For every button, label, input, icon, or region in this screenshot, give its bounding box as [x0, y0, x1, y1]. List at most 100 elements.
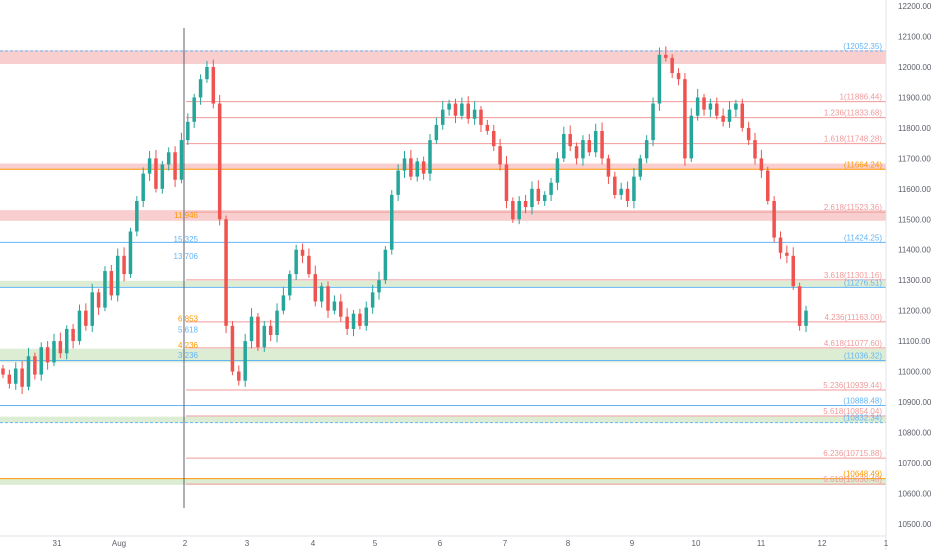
zone-red-2	[0, 210, 886, 221]
candle-body	[708, 103, 713, 110]
candle-body	[746, 127, 751, 141]
zone-green-6	[0, 478, 886, 485]
candle-body	[294, 249, 298, 275]
candle-body	[804, 310, 808, 326]
fib-level-label: 5.236(10939.44)	[823, 381, 882, 390]
candle-body	[243, 341, 247, 381]
price-level-label: (11036.32)	[844, 351, 882, 360]
candle-body	[715, 103, 719, 116]
x-tick-label: 7	[503, 539, 508, 548]
y-tick-label: 11700.00	[898, 154, 931, 163]
aug2-level-label: 4.236	[178, 341, 199, 350]
candle-body	[453, 103, 458, 116]
candle-body	[568, 134, 572, 147]
candle-body	[217, 103, 222, 220]
candle-body	[766, 170, 770, 201]
candle-body	[115, 255, 120, 296]
candle-body	[466, 103, 470, 119]
candle-body	[491, 130, 496, 147]
candle-body	[625, 188, 630, 201]
zone-red-1	[0, 163, 886, 170]
candle-body	[740, 103, 745, 128]
candle-body	[33, 356, 37, 375]
y-tick-label: 11000.00	[898, 368, 931, 377]
candle-body	[555, 158, 560, 183]
aug2-level-label: 3.236	[178, 351, 199, 360]
fib-level-label: 1.236(11833.68)	[824, 109, 882, 118]
price-level-label: (11664.24)	[844, 160, 882, 169]
candle-body	[332, 301, 337, 311]
candle-body	[128, 231, 133, 275]
y-tick-label: 11100.00	[898, 337, 931, 346]
price-level-label: (11424.25)	[844, 233, 882, 242]
x-tick-label: Aug	[112, 539, 126, 548]
candle-body	[103, 271, 107, 308]
candle-body	[632, 176, 636, 201]
x-tick-label: 11	[757, 539, 766, 548]
candle-body	[109, 271, 114, 296]
y-tick-label: 11300.00	[898, 276, 931, 285]
candle-body	[702, 97, 706, 110]
candle-body	[695, 97, 700, 116]
candle-body	[753, 140, 757, 159]
candle-body	[313, 274, 318, 302]
candle-body	[154, 158, 158, 189]
candle-body	[319, 286, 324, 302]
candle-body	[485, 124, 490, 131]
candle-body	[192, 97, 196, 122]
candle-body	[772, 201, 776, 238]
y-tick-label: 12100.00	[898, 33, 932, 42]
candle-body	[135, 201, 139, 232]
candle-body	[64, 328, 69, 354]
candle-body	[249, 316, 254, 342]
fib-level-label: 1(11886.44)	[839, 93, 882, 102]
candle-body	[186, 121, 190, 141]
candle-body	[689, 115, 694, 159]
candle-body	[574, 146, 579, 159]
candle-body	[1, 368, 5, 375]
x-tick-label: 12	[818, 539, 827, 548]
candle-body	[307, 255, 311, 275]
price-level-label: (10832.34)	[843, 414, 882, 423]
candle-body	[530, 188, 534, 208]
fib-level-label: 4.236(11163.00)	[824, 313, 882, 322]
x-tick-label: 5	[373, 539, 378, 548]
candle-body	[542, 194, 547, 201]
y-tick-label: 11200.00	[898, 307, 931, 316]
candle-body	[52, 341, 56, 363]
candle-body	[205, 67, 209, 80]
candle-body	[511, 201, 515, 220]
y-tick-label: 11800.00	[898, 124, 931, 133]
candle-body	[434, 124, 439, 141]
candle-body	[281, 295, 286, 311]
candle-body	[383, 249, 388, 281]
candle-body	[402, 158, 407, 171]
candle-body	[727, 109, 732, 122]
aug2-level-label: 13.706	[174, 252, 199, 261]
candle-body	[498, 146, 502, 165]
candles-layer	[1, 46, 808, 395]
candle-body	[606, 158, 611, 177]
candle-body	[288, 274, 292, 296]
candle-body	[581, 140, 585, 159]
y-tick-label: 11400.00	[898, 246, 931, 255]
candle-body	[517, 201, 521, 220]
candle-body	[415, 161, 419, 177]
price-level-label: (10648.49)	[843, 470, 882, 479]
candle-body	[600, 130, 604, 159]
candle-body	[721, 115, 725, 122]
candle-body	[71, 328, 75, 342]
candle-body	[13, 368, 18, 384]
candle-body	[447, 103, 451, 110]
candle-body	[173, 152, 177, 180]
fib-level-label: 6.236(10715.88)	[823, 449, 882, 458]
y-tick-label: 12200.00	[898, 2, 932, 11]
y-tick-label: 12000.00	[898, 63, 932, 72]
candle-body	[651, 103, 655, 141]
candle-body	[644, 140, 649, 159]
candle-body	[785, 252, 789, 256]
y-tick-label: 11500.00	[898, 215, 931, 224]
candle-body	[262, 325, 267, 348]
